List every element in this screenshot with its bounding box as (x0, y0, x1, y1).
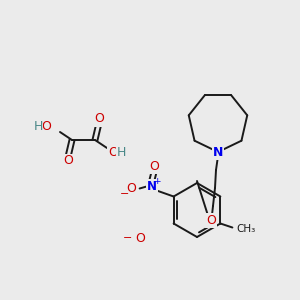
Text: +: + (153, 177, 160, 186)
Text: −: − (120, 188, 129, 199)
Text: O: O (127, 182, 136, 195)
Text: N: N (147, 180, 157, 193)
Text: H: H (33, 121, 43, 134)
Text: O: O (135, 232, 145, 244)
Text: O: O (150, 160, 160, 173)
Text: O: O (41, 121, 51, 134)
Text: O: O (108, 146, 118, 160)
Text: O: O (94, 112, 104, 125)
Text: −: − (123, 233, 133, 243)
Text: H: H (116, 146, 126, 160)
Text: CH₃: CH₃ (237, 224, 256, 235)
Text: O: O (63, 154, 73, 167)
Text: N: N (213, 146, 223, 158)
Text: O: O (206, 214, 216, 226)
